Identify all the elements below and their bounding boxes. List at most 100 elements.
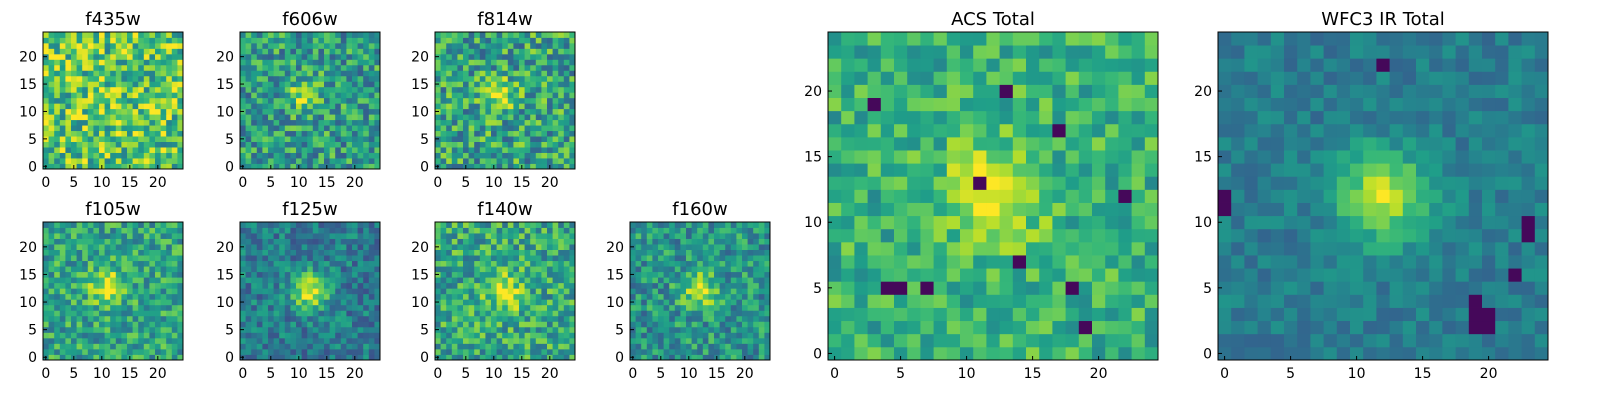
heatmap-cell	[1118, 241, 1132, 256]
heatmap-cell	[48, 277, 55, 284]
heatmap-cell	[149, 321, 156, 328]
heatmap-cell	[110, 337, 117, 344]
heatmap-cell	[451, 32, 458, 38]
heatmap-cell	[82, 64, 89, 71]
heatmap-cell	[730, 222, 737, 228]
heatmap-cell	[563, 114, 570, 121]
heatmap-cell	[318, 141, 325, 148]
heatmap-cell	[121, 321, 128, 328]
heatmap-cell	[357, 92, 364, 99]
heatmap-cell	[513, 260, 520, 267]
heatmap-cell	[346, 332, 353, 339]
heatmap-cell	[747, 244, 754, 250]
heatmap-cell	[474, 37, 481, 44]
heatmap-cell	[491, 152, 497, 159]
heatmap-cell	[630, 227, 636, 234]
heatmap-cell	[312, 288, 319, 295]
heatmap-cell	[251, 81, 258, 88]
heatmap-cell	[110, 227, 117, 234]
heatmap-cell	[87, 147, 94, 153]
heatmap-cell	[340, 163, 347, 170]
heatmap-cell	[747, 321, 754, 328]
heatmap-cell	[674, 304, 681, 311]
heatmap-cell	[48, 271, 55, 278]
heatmap-cell	[160, 125, 167, 132]
heatmap-cell	[329, 233, 336, 239]
heatmap-cell	[841, 136, 855, 151]
heatmap-cell	[507, 114, 514, 121]
axes-frame	[239, 221, 381, 361]
heatmap-cell	[719, 282, 726, 289]
heatmap-cell	[374, 141, 381, 148]
heatmap-cell	[1026, 255, 1040, 269]
heatmap-cell	[758, 227, 765, 234]
heatmap-cell	[48, 288, 55, 295]
heatmap-cell	[440, 86, 447, 93]
heatmap-cell	[1012, 241, 1027, 256]
heatmap-cell	[569, 75, 576, 82]
heatmap-cell	[680, 277, 687, 284]
heatmap-cell	[569, 304, 576, 311]
heatmap-cell	[301, 266, 308, 273]
heatmap-cell	[48, 343, 55, 350]
heatmap-cell	[907, 215, 921, 230]
heatmap-cell	[166, 249, 173, 256]
heatmap-cell	[742, 343, 748, 350]
heatmap-cell	[479, 163, 486, 170]
heatmap-cell	[335, 92, 342, 99]
heatmap-cell	[87, 32, 94, 38]
heatmap-cell	[138, 244, 145, 250]
heatmap-cell	[630, 343, 636, 350]
heatmap-cell	[132, 48, 139, 55]
heatmap-cell	[680, 249, 687, 256]
heatmap-cell	[552, 163, 559, 170]
heatmap-cell	[658, 282, 664, 289]
heatmap-cell	[907, 163, 921, 177]
heatmap-cell	[658, 277, 664, 284]
heatmap-cell	[240, 119, 246, 126]
axes-frame	[434, 31, 576, 170]
heatmap-cell	[256, 136, 263, 142]
heatmap-cell	[296, 64, 302, 71]
heatmap-cell	[329, 81, 336, 88]
heatmap-cell	[290, 103, 297, 110]
heatmap-cell	[569, 293, 576, 300]
heatmap-cell	[658, 343, 664, 350]
heatmap-cell	[296, 119, 302, 126]
heatmap-cell	[290, 147, 297, 153]
heatmap-cell	[273, 299, 280, 306]
heatmap-cell	[719, 255, 726, 262]
heatmap-cell	[563, 299, 570, 306]
heatmap-cell	[245, 86, 252, 93]
heatmap-cell	[502, 32, 509, 38]
heatmap-cell	[502, 158, 509, 164]
heatmap-cell	[530, 64, 537, 71]
heatmap-cell	[262, 288, 269, 295]
heatmap-cell	[502, 48, 509, 55]
heatmap-cell	[279, 315, 286, 322]
heatmap-cell	[318, 147, 325, 153]
heatmap-cell	[177, 282, 184, 289]
x-tick-label: 20	[346, 366, 364, 382]
heatmap-cell	[747, 332, 754, 339]
heatmap-cell	[149, 260, 156, 267]
heatmap-cell	[541, 48, 548, 55]
heatmap-cell	[65, 32, 72, 38]
heatmap-cell	[960, 241, 974, 256]
heatmap-cell	[541, 288, 548, 295]
heatmap-cell	[496, 141, 503, 148]
heatmap-cell	[451, 42, 458, 49]
heatmap-cell	[451, 114, 458, 121]
heatmap-cell	[479, 64, 486, 71]
heatmap-cell	[641, 249, 648, 256]
heatmap-cell	[541, 141, 548, 148]
heatmap-cell	[697, 304, 704, 311]
heatmap-cell	[535, 75, 542, 82]
heatmap-cell	[99, 97, 105, 104]
heatmap-cell	[535, 97, 542, 104]
heatmap-cell	[324, 70, 330, 77]
heatmap-cell	[435, 48, 441, 55]
heatmap-cell	[340, 119, 347, 126]
heatmap-cell	[742, 288, 748, 295]
heatmap-cell	[268, 348, 274, 355]
